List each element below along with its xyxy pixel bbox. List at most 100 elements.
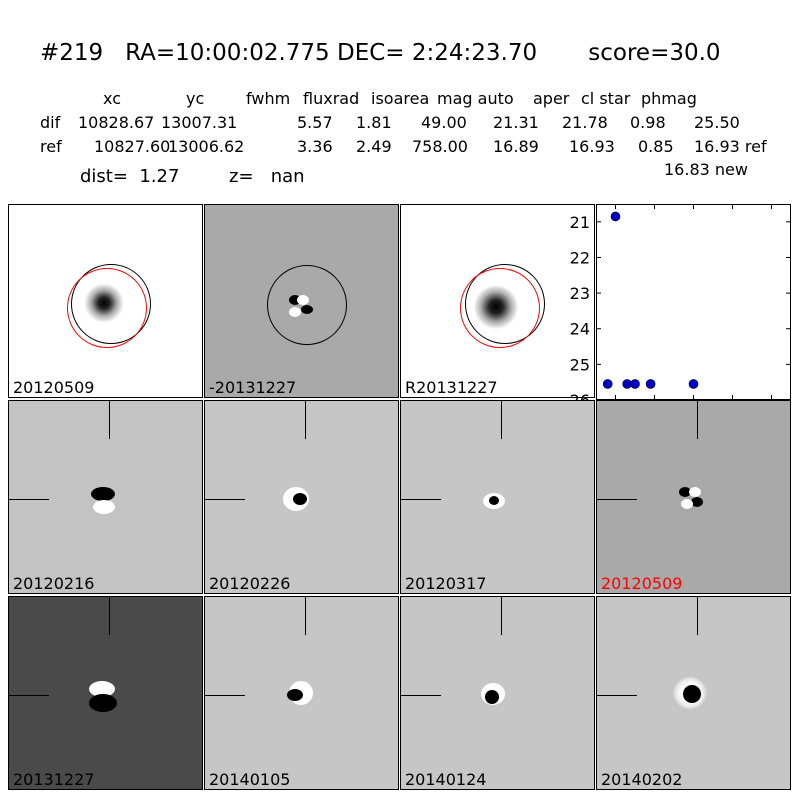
aperture-circle-red <box>460 268 540 348</box>
crosshair-horizontal <box>205 499 245 500</box>
residual-bright <box>689 487 701 497</box>
crosshair-vertical <box>109 401 110 439</box>
table-header-cell: fluxrad <box>303 89 360 108</box>
table-header-cell: xc <box>103 89 121 108</box>
light-curve-svg: 212223242526-100-50050100 <box>570 204 791 422</box>
image-panel-epoch: 20131227 <box>8 596 203 790</box>
plot-frame <box>596 204 791 400</box>
table-cell: 13006.62 <box>168 137 245 156</box>
crosshair-horizontal <box>597 695 637 696</box>
panel-label: -20131227 <box>209 378 297 397</box>
dist-label: dist= 1.27 <box>80 166 180 187</box>
crosshair-horizontal <box>9 695 49 696</box>
image-panel-template: 20120509 <box>8 204 203 398</box>
table-row-label: ref <box>40 137 62 156</box>
residual-dark <box>485 690 499 704</box>
crosshair-vertical <box>501 401 502 439</box>
residual-dark <box>287 689 303 701</box>
table-header-cell: cl star <box>581 89 631 108</box>
table-cell: 0.98 <box>630 113 666 132</box>
crosshair-vertical <box>697 401 698 439</box>
residual-dark <box>89 694 117 712</box>
table-row-label: dif <box>40 113 61 132</box>
z-label: z= nan <box>229 166 305 187</box>
y-tick-label: 23 <box>570 284 590 303</box>
panel-label: 20131227 <box>13 770 95 789</box>
table-cell: 16.89 <box>493 137 539 156</box>
residual-dark <box>691 497 703 507</box>
crosshair-vertical <box>501 597 502 635</box>
residual-dark <box>679 487 691 497</box>
y-tick-label: 21 <box>570 213 590 232</box>
image-panel-epoch: 20140124 <box>400 596 595 790</box>
data-point <box>610 211 621 222</box>
table-cell: 758.00 <box>412 137 468 156</box>
crosshair-vertical <box>697 597 698 635</box>
panel-label: 20120509 <box>601 574 683 593</box>
panel-label: 20120317 <box>405 574 487 593</box>
table-cell: 21.31 <box>493 113 539 132</box>
residual-dark <box>293 493 307 505</box>
table-cell: 2.49 <box>356 137 392 156</box>
table-cell: 0.85 <box>638 137 674 156</box>
y-tick-label: 22 <box>570 248 590 267</box>
residual-dark <box>489 496 499 505</box>
panel-label: 20120216 <box>13 574 95 593</box>
aperture-circle-red <box>67 268 147 348</box>
table-cell: 49.00 <box>421 113 467 132</box>
panel-label: 20120509 <box>13 378 95 397</box>
image-panel-epoch: 20120509 <box>596 400 791 594</box>
table-cell: 10827.60 <box>94 137 171 156</box>
table-header-cell: aper <box>533 89 570 108</box>
table-cell: 13007.31 <box>161 113 238 132</box>
data-point <box>688 379 699 389</box>
table-cell: 25.50 <box>694 113 740 132</box>
crosshair-horizontal <box>401 499 441 500</box>
aperture-circle-black <box>267 265 347 345</box>
table-cell: 1.81 <box>356 113 392 132</box>
crosshair-horizontal <box>205 695 245 696</box>
panel-label: R20131227 <box>405 378 498 397</box>
image-panel-reference: R20131227 <box>400 204 595 398</box>
table-cell: 16.93 ref <box>694 137 767 156</box>
table-cell: 5.57 <box>297 113 333 132</box>
residual-dark <box>683 685 701 703</box>
crosshair-horizontal <box>401 695 441 696</box>
panel-label: 20140202 <box>601 770 683 789</box>
residual-dark <box>91 487 115 501</box>
residual-bright <box>681 499 693 509</box>
page-title: #219 RA=10:00:02.775 DEC= 2:24:23.70 sco… <box>40 40 721 66</box>
crosshair-vertical <box>305 401 306 439</box>
table-header-cell: fwhm <box>246 89 291 108</box>
table-header-cell: isoarea <box>371 89 430 108</box>
image-panel-epoch: 20140202 <box>596 596 791 790</box>
image-panel-epoch: 20140105 <box>204 596 399 790</box>
table-header-cell: mag auto <box>437 89 514 108</box>
table-header-cell: phmag <box>641 89 697 108</box>
table-cell: 16.93 <box>569 137 615 156</box>
table-cell: 21.78 <box>562 113 608 132</box>
crosshair-horizontal <box>9 499 49 500</box>
data-point <box>645 379 656 389</box>
residual-bright <box>89 681 115 697</box>
table-cell: 10828.67 <box>78 113 155 132</box>
table-header-cell: yc <box>186 89 205 108</box>
image-panel-epoch: 20120226 <box>204 400 399 594</box>
data-point <box>602 379 613 389</box>
panel-label: 20140124 <box>405 770 487 789</box>
y-tick-label: 24 <box>570 320 590 339</box>
crosshair-horizontal <box>597 499 637 500</box>
image-panel-difference: -20131227 <box>204 204 399 398</box>
panel-label: 20140105 <box>209 770 291 789</box>
panel-label: 20120226 <box>209 574 291 593</box>
data-point <box>630 379 640 389</box>
table-cell: 3.36 <box>297 137 333 156</box>
image-panel-epoch: 20120317 <box>400 400 595 594</box>
new-mag-label: 16.83 new <box>664 160 748 179</box>
residual-bright <box>93 500 115 514</box>
image-panel-epoch: 20120216 <box>8 400 203 594</box>
crosshair-vertical <box>109 597 110 635</box>
y-tick-label: 25 <box>570 355 590 374</box>
light-curve-plot: 212223242526-100-50050100 <box>570 204 791 422</box>
crosshair-vertical <box>305 597 306 635</box>
